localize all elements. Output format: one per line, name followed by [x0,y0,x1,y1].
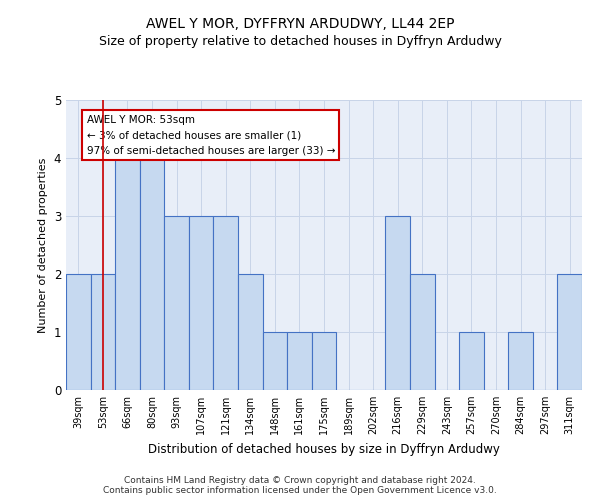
Bar [287,332,312,390]
Bar [140,158,164,390]
Bar [66,274,91,390]
Bar [459,332,484,390]
Bar [508,332,533,390]
Text: Contains public sector information licensed under the Open Government Licence v3: Contains public sector information licen… [103,486,497,495]
Text: Size of property relative to detached houses in Dyffryn Ardudwy: Size of property relative to detached ho… [98,35,502,48]
Bar [115,158,140,390]
Text: Contains HM Land Registry data © Crown copyright and database right 2024.: Contains HM Land Registry data © Crown c… [124,476,476,485]
Bar [312,332,336,390]
Bar [214,216,238,390]
Bar [385,216,410,390]
Bar [263,332,287,390]
Bar [410,274,434,390]
X-axis label: Distribution of detached houses by size in Dyffryn Ardudwy: Distribution of detached houses by size … [148,442,500,456]
Bar [557,274,582,390]
Text: AWEL Y MOR, DYFFRYN ARDUDWY, LL44 2EP: AWEL Y MOR, DYFFRYN ARDUDWY, LL44 2EP [146,18,454,32]
Bar [91,274,115,390]
Y-axis label: Number of detached properties: Number of detached properties [38,158,48,332]
Bar [238,274,263,390]
Bar [164,216,189,390]
Bar [189,216,214,390]
Text: AWEL Y MOR: 53sqm
← 3% of detached houses are smaller (1)
97% of semi-detached h: AWEL Y MOR: 53sqm ← 3% of detached house… [86,114,335,156]
